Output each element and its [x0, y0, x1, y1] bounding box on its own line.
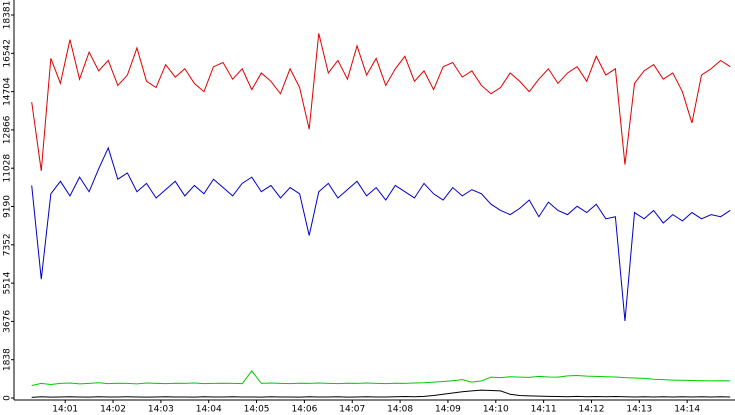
y-tick-label: 14704	[3, 77, 13, 106]
x-tick-label: 14:02	[100, 405, 126, 415]
series-line	[31, 146, 731, 321]
x-tick-label: 14:10	[483, 405, 509, 415]
y-tick-label: 9190	[3, 195, 13, 218]
x-tick-label: 14:06	[291, 405, 317, 415]
y-tick-label: 18381	[3, 1, 13, 30]
y-tick-label: 12866	[3, 115, 13, 144]
series-line	[31, 389, 731, 398]
x-tick-label: 14:13	[626, 405, 652, 415]
y-tick-label: 16542	[3, 39, 13, 68]
series-line	[31, 33, 731, 171]
y-tick-label: 1838	[3, 348, 13, 371]
x-tick-label: 14:05	[244, 405, 270, 415]
y-tick-label: 11028	[3, 154, 13, 183]
y-tick-label: 7352	[3, 233, 13, 256]
x-tick-label: 14:11	[531, 405, 557, 415]
x-tick-label: 14:14	[674, 405, 700, 415]
y-tick-label: 0	[3, 395, 13, 401]
x-tick-label: 14:07	[339, 405, 365, 415]
series-line	[31, 370, 731, 386]
x-tick-label: 14:08	[387, 405, 413, 415]
x-tick-label: 14:12	[579, 405, 605, 415]
y-tick-label: 3676	[3, 310, 13, 333]
x-tick-label: 14:03	[148, 405, 174, 415]
x-tick-label: 14:09	[435, 405, 461, 415]
x-tick-label: 14:04	[196, 405, 222, 415]
x-tick-label: 14:01	[52, 405, 78, 415]
y-tick-label: 5514	[3, 271, 13, 294]
